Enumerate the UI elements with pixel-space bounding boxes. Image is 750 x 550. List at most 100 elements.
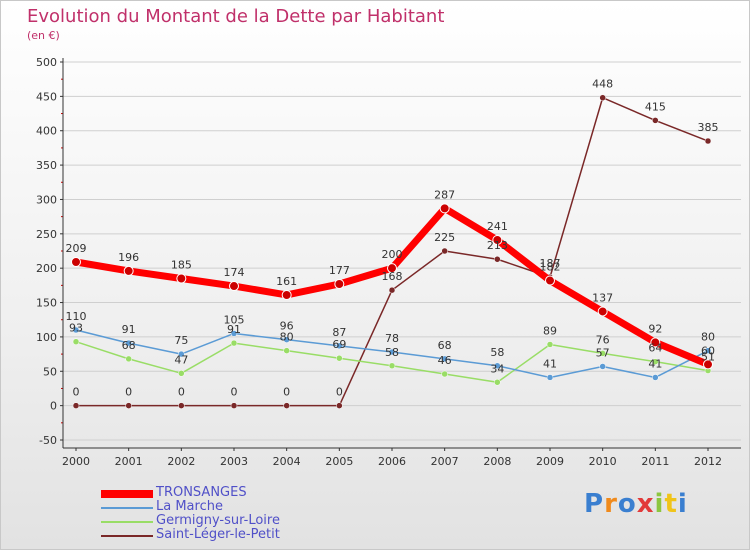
data-point: [176, 273, 187, 284]
data-point: [72, 402, 80, 409]
data-point: [545, 275, 555, 286]
data-label: 177: [329, 264, 350, 277]
x-tick-label: 2003: [220, 455, 248, 468]
x-tick-label: 2010: [589, 455, 617, 468]
data-label: 46: [438, 354, 452, 367]
data-label: 92: [648, 322, 662, 335]
data-point: [123, 265, 134, 276]
data-label: 41: [648, 357, 662, 370]
brand-letter: i: [677, 489, 688, 519]
data-point: [336, 402, 343, 409]
data-point: [230, 402, 238, 409]
data-point: [229, 281, 239, 292]
data-label: 69: [332, 338, 346, 351]
data-point: [230, 330, 238, 337]
data-label: 287: [434, 188, 455, 201]
y-tick-label: 350: [36, 159, 57, 172]
data-label: 64: [648, 342, 662, 355]
data-point: [388, 286, 396, 294]
y-tick-label: 400: [36, 125, 57, 138]
brand-letter: i: [654, 489, 665, 519]
data-point: [441, 370, 448, 378]
data-point: [650, 337, 661, 348]
y-tick-label: 0: [50, 400, 57, 413]
data-label: 448: [592, 78, 613, 91]
data-label: 89: [543, 324, 557, 337]
data-point: [336, 354, 343, 362]
data-point: [178, 402, 185, 409]
data-label: 110: [66, 310, 87, 323]
data-label: 68: [122, 339, 136, 352]
data-point: [72, 326, 80, 334]
data-point: [599, 363, 606, 370]
data-point: [125, 355, 132, 363]
data-label: 213: [487, 239, 508, 252]
data-point: [441, 247, 448, 255]
data-label: 185: [171, 258, 192, 271]
data-label: 174: [224, 266, 245, 279]
data-point: [387, 263, 397, 274]
legend-swatch: [101, 535, 153, 537]
data-label: 209: [66, 242, 87, 255]
data-point: [178, 350, 185, 358]
legend-swatch: [101, 507, 153, 509]
legend-swatch: [101, 521, 153, 523]
data-label: 0: [336, 386, 343, 399]
data-label: 137: [592, 291, 613, 304]
data-point: [703, 359, 713, 370]
data-label: 187: [540, 257, 561, 270]
series-lines: [71, 94, 713, 409]
legend-label: Saint-Léger-le-Petit: [156, 527, 280, 542]
data-label: 58: [385, 346, 399, 359]
data-label: 87: [332, 326, 346, 339]
y-tick-label: -50: [39, 434, 57, 447]
data-labels: 209 196 185 174 161 177 200 287 241 182 137 92 60 110…: [66, 78, 719, 399]
data-label: 57: [596, 346, 610, 359]
data-point: [597, 306, 608, 317]
data-point: [652, 117, 659, 124]
data-label: 68: [438, 339, 452, 352]
data-point: [230, 339, 238, 347]
data-label: 51: [701, 351, 715, 364]
data-label: 91: [227, 323, 241, 336]
data-point: [441, 355, 448, 363]
data-point: [494, 362, 501, 370]
data-label: 0: [283, 386, 290, 399]
data-point: [546, 374, 554, 381]
data-label: 80: [280, 331, 294, 344]
data-label: 41: [543, 357, 557, 370]
data-label: 47: [174, 353, 188, 366]
brand-letter: o: [617, 489, 637, 519]
data-point: [334, 278, 345, 289]
data-point: [336, 342, 343, 350]
y-tick-label: 500: [36, 56, 57, 69]
legend-label: La Marche: [156, 499, 223, 514]
x-tick-label: 2004: [273, 455, 301, 468]
y-tick-label: 300: [36, 193, 57, 206]
data-label: 93: [69, 322, 83, 335]
x-tick-label: 2012: [694, 455, 722, 468]
data-label: 80: [701, 331, 715, 344]
x-tick-label: 2007: [431, 455, 459, 468]
data-label: 78: [385, 332, 399, 345]
y-tick-label: 450: [36, 90, 57, 103]
data-label: 415: [645, 100, 666, 113]
brand-letter: t: [664, 489, 678, 519]
data-point: [388, 362, 396, 370]
data-label: 225: [434, 231, 455, 244]
x-tick-label: 2008: [483, 455, 511, 468]
data-point: [125, 339, 132, 347]
data-point: [71, 256, 81, 267]
data-label: 60: [701, 344, 715, 357]
data-point: [283, 402, 290, 409]
data-point: [652, 358, 659, 365]
data-point: [178, 370, 185, 377]
data-label: 168: [382, 270, 403, 283]
data-label: 196: [118, 251, 139, 264]
data-label: 161: [276, 275, 297, 288]
brand-letter: P: [584, 489, 605, 519]
legend-swatch: [101, 490, 153, 498]
data-point: [494, 255, 501, 263]
chart-title: Evolution du Montant de la Dette par Hab…: [27, 6, 445, 27]
chart-subtitle: (en €): [27, 29, 60, 42]
